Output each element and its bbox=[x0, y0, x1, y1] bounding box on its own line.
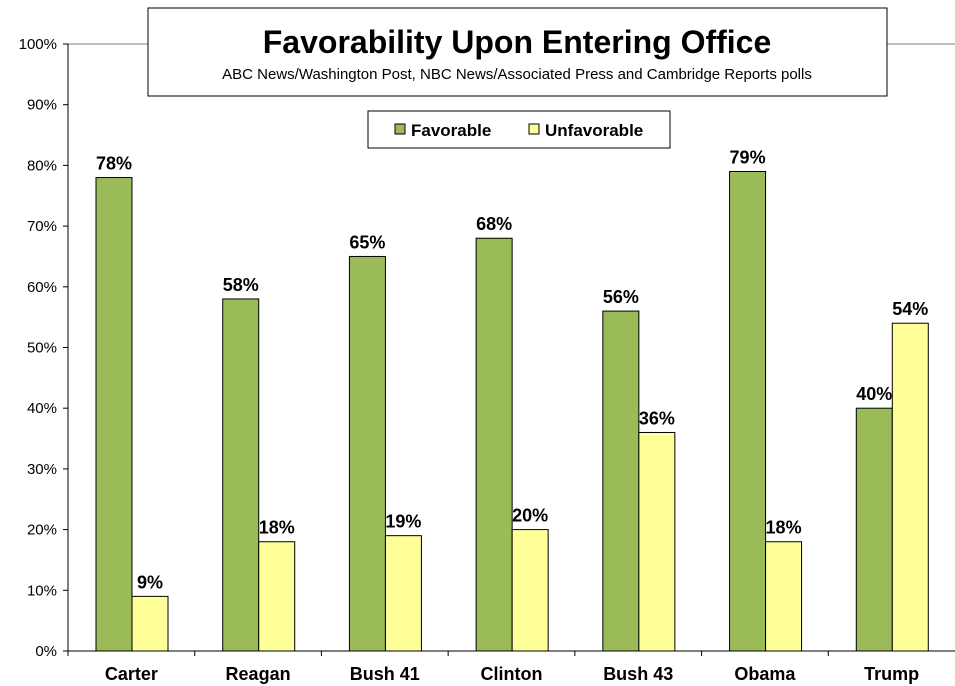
legend-label-favorable: Favorable bbox=[411, 121, 491, 140]
bar-favorable-obama bbox=[729, 170, 767, 652]
data-label: 79% bbox=[730, 147, 766, 167]
y-tick-label: 20% bbox=[27, 522, 57, 539]
data-label: 65% bbox=[349, 232, 385, 252]
y-tick-label: 100% bbox=[19, 36, 57, 53]
bar-unfavorable-trump bbox=[891, 322, 929, 652]
data-label: 20% bbox=[512, 506, 548, 526]
y-tick-label: 60% bbox=[27, 279, 57, 296]
category-label: Bush 41 bbox=[350, 664, 420, 684]
chart-title: Favorability Upon Entering Office bbox=[263, 24, 772, 60]
bar-unfavorable-bush-41 bbox=[384, 535, 422, 652]
category-label: Reagan bbox=[226, 664, 291, 684]
data-label: 56% bbox=[603, 287, 639, 307]
y-tick-label: 10% bbox=[27, 582, 57, 599]
y-tick-label: 80% bbox=[27, 157, 57, 174]
bar-favorable-bush-41 bbox=[348, 255, 386, 652]
y-tick-label: 0% bbox=[35, 643, 57, 660]
y-tick-label: 40% bbox=[27, 400, 57, 417]
data-label: 18% bbox=[766, 518, 802, 538]
bar-unfavorable-clinton bbox=[511, 529, 549, 652]
data-label: 78% bbox=[96, 154, 132, 174]
category-label: Clinton bbox=[481, 664, 543, 684]
data-label: 19% bbox=[385, 512, 421, 532]
bar-unfavorable-reagan bbox=[258, 541, 296, 652]
category-label: Carter bbox=[105, 664, 158, 684]
bar-unfavorable-carter bbox=[131, 595, 169, 652]
bar-unfavorable-bush-43 bbox=[638, 431, 676, 652]
bar-favorable-carter bbox=[95, 177, 133, 652]
bar-favorable-clinton bbox=[475, 237, 513, 652]
bar-favorable-reagan bbox=[222, 298, 260, 652]
data-label: 36% bbox=[639, 408, 675, 428]
bars: 78% 9% 58% 18% 65% 19% 68% 20% 56% 36% 79% 18% 40% 54… bbox=[95, 147, 929, 652]
axes: 0% 10% 20% 30% 40% 50% 60% 70% 80% 90% 100% Carter R… bbox=[19, 36, 955, 684]
legend-label-unfavorable: Unfavorable bbox=[545, 121, 643, 140]
bar-favorable-bush-43 bbox=[602, 310, 640, 652]
chart-subtitle: ABC News/Washington Post, NBC News/Assoc… bbox=[222, 66, 812, 83]
data-label: 40% bbox=[856, 384, 892, 404]
legend: Favorable Unfavorable bbox=[367, 110, 671, 149]
category-label: Obama bbox=[734, 664, 796, 684]
data-label: 18% bbox=[259, 518, 295, 538]
data-label: 58% bbox=[223, 275, 259, 295]
bar-favorable-trump bbox=[855, 407, 893, 652]
legend-swatch-unfavorable bbox=[528, 123, 540, 135]
y-tick-label: 70% bbox=[27, 218, 57, 235]
data-label: 54% bbox=[892, 299, 928, 319]
category-label: Bush 43 bbox=[603, 664, 673, 684]
bar-unfavorable-obama bbox=[765, 541, 803, 652]
data-label: 9% bbox=[137, 572, 163, 592]
y-tick-label: 50% bbox=[27, 340, 57, 357]
y-tick-label: 30% bbox=[27, 461, 57, 478]
category-label: Trump bbox=[864, 664, 919, 684]
title-box: Favorability Upon Entering Office ABC Ne… bbox=[147, 7, 888, 97]
data-label: 68% bbox=[476, 214, 512, 234]
y-tick-label: 90% bbox=[27, 97, 57, 114]
legend-swatch-favorable bbox=[394, 123, 406, 135]
